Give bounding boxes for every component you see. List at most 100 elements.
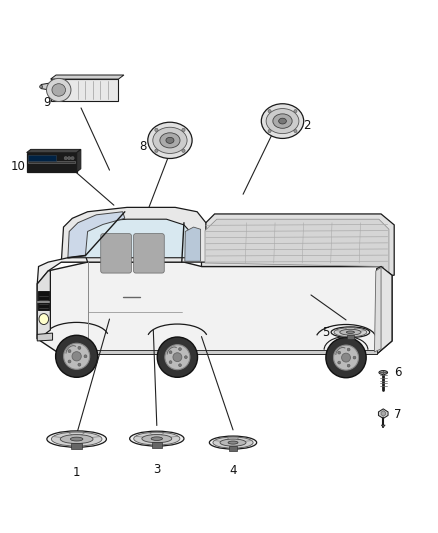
Ellipse shape: [151, 437, 162, 440]
Polygon shape: [377, 266, 392, 354]
Circle shape: [64, 157, 67, 160]
Text: 7: 7: [394, 408, 402, 421]
Circle shape: [347, 348, 350, 351]
Ellipse shape: [220, 439, 246, 446]
Ellipse shape: [52, 84, 66, 96]
Circle shape: [347, 364, 350, 367]
FancyBboxPatch shape: [28, 161, 75, 163]
Circle shape: [78, 346, 81, 349]
Ellipse shape: [273, 114, 292, 128]
Polygon shape: [381, 410, 385, 416]
FancyBboxPatch shape: [38, 290, 49, 310]
Circle shape: [71, 157, 74, 160]
Circle shape: [56, 335, 98, 377]
Polygon shape: [37, 333, 53, 341]
Circle shape: [326, 337, 366, 378]
Text: 5: 5: [322, 326, 329, 338]
Text: 1: 1: [73, 466, 81, 479]
Text: 3: 3: [153, 463, 160, 476]
Polygon shape: [61, 207, 206, 262]
Ellipse shape: [346, 331, 354, 334]
Ellipse shape: [160, 133, 180, 148]
Polygon shape: [201, 214, 394, 275]
Polygon shape: [381, 425, 385, 427]
Ellipse shape: [209, 436, 257, 449]
Circle shape: [184, 356, 187, 359]
FancyBboxPatch shape: [152, 442, 162, 448]
FancyBboxPatch shape: [28, 155, 56, 161]
Circle shape: [157, 337, 198, 377]
Circle shape: [68, 360, 71, 363]
FancyBboxPatch shape: [27, 152, 77, 172]
Circle shape: [169, 351, 172, 353]
Circle shape: [78, 363, 81, 366]
Circle shape: [294, 130, 297, 133]
Ellipse shape: [60, 434, 93, 443]
FancyBboxPatch shape: [71, 443, 82, 449]
Circle shape: [67, 157, 71, 160]
Ellipse shape: [340, 329, 361, 335]
Ellipse shape: [228, 441, 238, 444]
Polygon shape: [51, 79, 118, 101]
Circle shape: [338, 351, 341, 354]
Ellipse shape: [134, 432, 180, 445]
Polygon shape: [51, 75, 124, 79]
FancyBboxPatch shape: [347, 335, 354, 339]
Polygon shape: [185, 227, 201, 261]
Circle shape: [179, 364, 181, 367]
Polygon shape: [205, 219, 389, 272]
Circle shape: [64, 343, 90, 369]
Polygon shape: [37, 255, 88, 284]
Ellipse shape: [46, 78, 71, 101]
Polygon shape: [77, 149, 81, 172]
Polygon shape: [68, 212, 125, 258]
Text: 8: 8: [139, 140, 147, 154]
Circle shape: [182, 149, 185, 152]
Ellipse shape: [334, 328, 367, 337]
Circle shape: [173, 353, 182, 361]
Circle shape: [169, 361, 172, 364]
Text: 2: 2: [304, 119, 311, 132]
Ellipse shape: [331, 327, 370, 337]
Ellipse shape: [266, 109, 299, 134]
Circle shape: [268, 130, 271, 133]
Text: 4: 4: [229, 464, 237, 477]
Circle shape: [333, 345, 359, 370]
Text: 6: 6: [394, 366, 402, 379]
Polygon shape: [37, 262, 392, 354]
Ellipse shape: [130, 431, 184, 446]
Polygon shape: [374, 268, 381, 352]
Circle shape: [84, 355, 87, 358]
Polygon shape: [69, 219, 193, 258]
Ellipse shape: [142, 434, 172, 443]
Ellipse shape: [39, 313, 49, 325]
Circle shape: [353, 356, 356, 359]
Circle shape: [268, 110, 271, 112]
Circle shape: [294, 110, 297, 112]
Ellipse shape: [71, 437, 83, 441]
Ellipse shape: [379, 370, 388, 374]
Circle shape: [165, 345, 190, 370]
FancyBboxPatch shape: [134, 233, 164, 273]
Circle shape: [39, 85, 42, 88]
Circle shape: [342, 353, 350, 362]
Circle shape: [182, 128, 185, 132]
Circle shape: [179, 348, 181, 351]
Circle shape: [155, 128, 158, 132]
Polygon shape: [27, 149, 81, 152]
Ellipse shape: [261, 104, 304, 139]
Ellipse shape: [153, 127, 187, 154]
Text: 10: 10: [11, 160, 25, 173]
Ellipse shape: [166, 138, 174, 143]
Circle shape: [68, 350, 71, 352]
Circle shape: [338, 361, 341, 364]
Circle shape: [155, 149, 158, 152]
FancyBboxPatch shape: [101, 233, 131, 273]
Polygon shape: [378, 409, 388, 418]
Polygon shape: [57, 350, 377, 354]
Polygon shape: [41, 83, 49, 90]
Circle shape: [72, 352, 81, 361]
Ellipse shape: [148, 122, 192, 158]
Ellipse shape: [51, 432, 102, 446]
Text: 9: 9: [43, 96, 50, 109]
